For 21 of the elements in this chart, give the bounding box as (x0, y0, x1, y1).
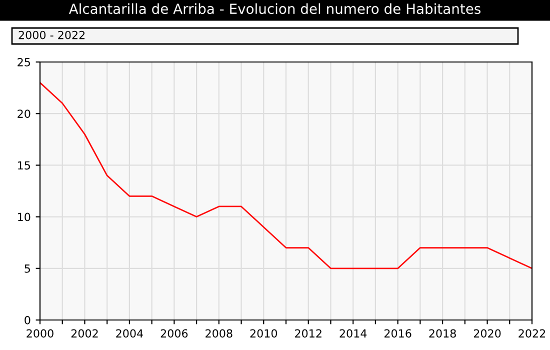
x-tick-label: 2004 (116, 329, 143, 338)
line-series (40, 82, 532, 270)
x-tick-label: 2020 (474, 329, 501, 338)
y-tick-label: 5 (24, 264, 30, 273)
x-tick-label: 2010 (250, 329, 278, 338)
text: 2000 - 2022 (18, 30, 85, 40)
x-tick-label: 2014 (340, 329, 367, 338)
x-tick-label: 2008 (206, 329, 232, 338)
y-tick-label: 25 (18, 58, 30, 66)
y-tick-label: 20 (18, 110, 30, 118)
x-tick-label: 2002 (71, 329, 98, 338)
x-tick-label: 2018 (429, 329, 456, 338)
y-tick-label: 0 (24, 316, 30, 324)
y-tick-label: 15 (18, 161, 30, 170)
x-tick-label: 2012 (295, 329, 322, 338)
chart-title: Alcantarilla de Arriba - Evolucion del numero de Habitantes (68, 3, 480, 14)
y-tick-label: 10 (18, 212, 30, 222)
x-tick-label: 2022 (518, 329, 546, 338)
x-tick-label: 2016 (384, 329, 412, 338)
x-tick-label: 2000 (26, 329, 54, 338)
x-tick-label: 2006 (160, 329, 188, 338)
